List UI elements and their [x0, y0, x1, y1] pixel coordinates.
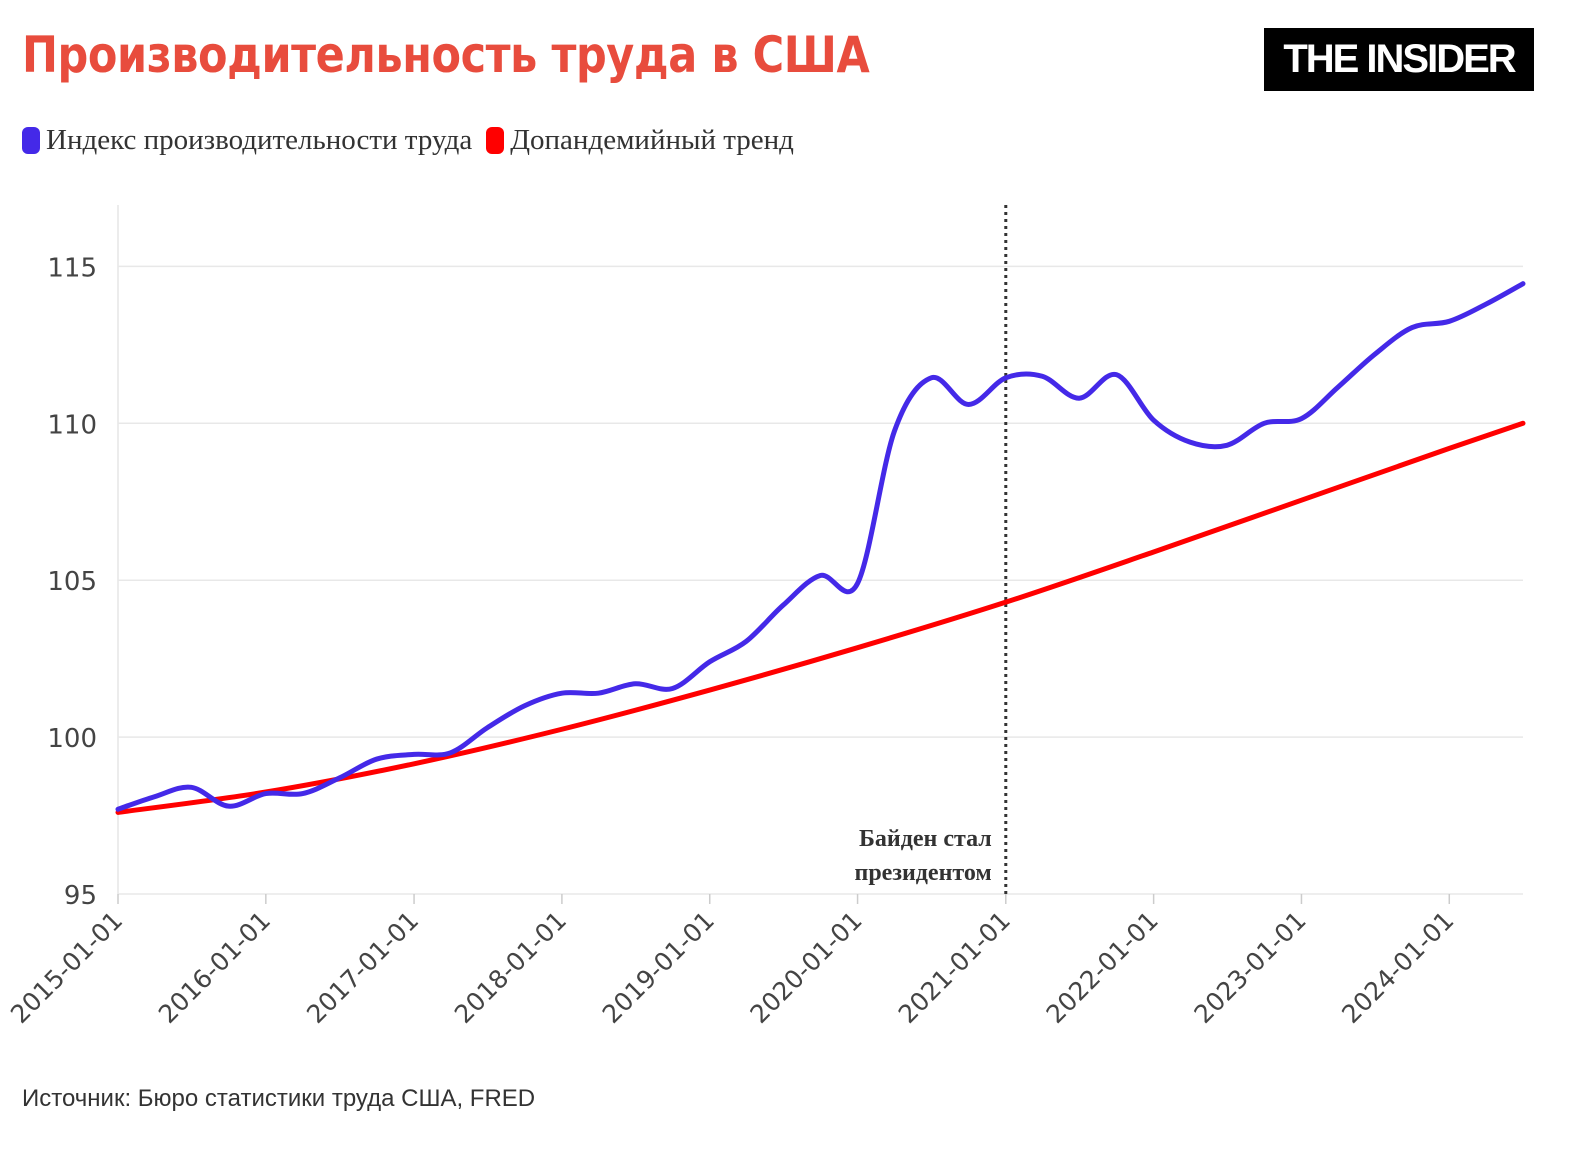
series-line-productivity-index [115, 281, 1526, 812]
x-tick-label: 2016-01-01 [153, 906, 276, 1029]
x-tick-label: 2021-01-01 [893, 906, 1016, 1029]
line-chart: 95 100 105 110 115 2015-01-01 2016-01-01 2017-0… [5, 205, 1526, 1029]
y-tick-label: 100 [47, 724, 97, 754]
legend: Индекс производительности труда Допандем… [22, 124, 808, 157]
source-note: Источник: Бюро статистики труда США, FRE… [22, 1085, 536, 1112]
legend-swatch-trend [486, 127, 505, 154]
x-tick-label: 2019-01-01 [597, 906, 720, 1029]
legend-item-productivity: Индекс производительности труда [22, 124, 472, 157]
legend-swatch-productivity [22, 127, 40, 154]
series-line-prepandemic-trend [115, 420, 1526, 815]
y-tick-label: 115 [47, 253, 97, 283]
y-tick-label: 110 [47, 410, 97, 440]
x-tick-label: 2018-01-01 [449, 906, 572, 1029]
x-tick-label: 2023-01-01 [1188, 906, 1311, 1029]
x-tick-label: 2020-01-01 [745, 906, 868, 1029]
annotation-label: Байден стал [859, 826, 992, 852]
x-tick-label: 2017-01-01 [301, 906, 424, 1029]
x-tick-label: 2015-01-01 [5, 906, 128, 1029]
legend-label-productivity: Индекс производительности труда [46, 124, 473, 156]
legend-item-trend: Допандемийный тренд [486, 124, 794, 157]
x-tick-label: 2024-01-01 [1336, 906, 1459, 1029]
x-tick-label: 2022-01-01 [1041, 906, 1164, 1029]
legend-label-trend: Допандемийный тренд [510, 124, 794, 156]
annotation-label: президентом [854, 860, 991, 886]
chart-title: Производительность труда в США [22, 26, 870, 84]
y-tick-label: 95 [64, 881, 97, 911]
the-insider-logo: THE INSIDER [1264, 28, 1534, 91]
y-tick-label: 105 [47, 567, 97, 597]
